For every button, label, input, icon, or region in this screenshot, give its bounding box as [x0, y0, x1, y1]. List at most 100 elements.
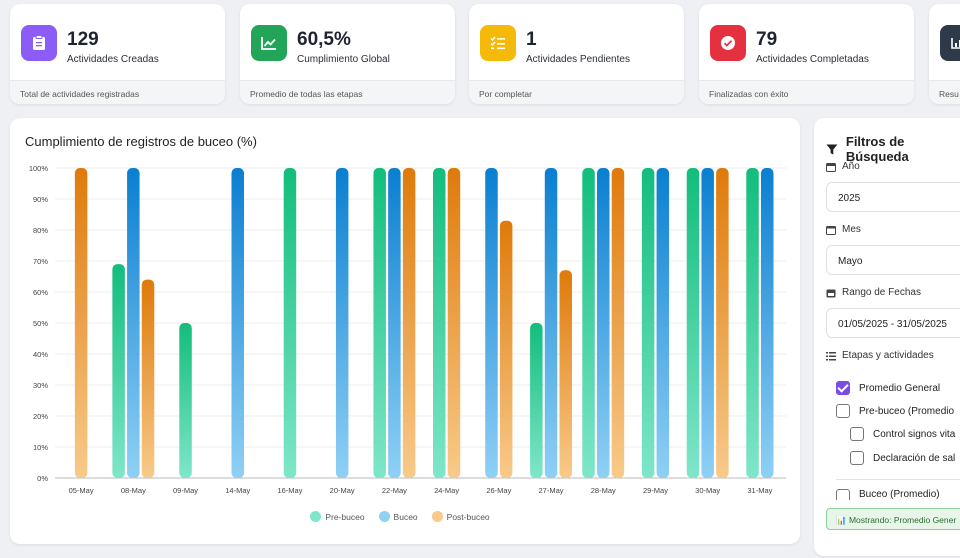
bar-pre-buceo-08-May[interactable] — [112, 264, 125, 478]
bar-post-buceo-24-May[interactable] — [447, 168, 461, 478]
x-tick-label: 20-May — [330, 486, 355, 495]
x-tick-label: 27-May — [539, 486, 564, 495]
date-range-label-text: Rango de Fechas — [842, 287, 921, 298]
legend-label: Buceo — [393, 511, 418, 522]
kpi-footer: Total de actividades registradas — [10, 80, 225, 104]
legend-item-buceo[interactable]: Buceo — [378, 511, 418, 522]
kpi-card-completed: 79 Actividades Completadas Finalizadas c… — [699, 4, 914, 104]
y-tick-label: 60% — [33, 288, 48, 297]
kpi-card-pending: 1 Actividades Pendientes Por completar — [469, 4, 684, 104]
option-label: Control signos vita — [873, 428, 956, 440]
bar-pre-buceo-22-May[interactable] — [373, 168, 386, 478]
bar-pre-buceo-16-May[interactable] — [283, 168, 297, 478]
option-label: Buceo (Promedio) — [859, 489, 940, 500]
year-label-text: Año — [842, 161, 860, 172]
y-tick-label: 90% — [33, 195, 48, 204]
bar-buceo-22-May[interactable] — [388, 168, 401, 478]
bar-post-buceo-30-May[interactable] — [716, 168, 729, 478]
kpi-value: 1 — [526, 29, 537, 50]
bar-pre-buceo-09-May[interactable] — [179, 323, 192, 478]
list-icon — [826, 351, 836, 360]
calendar-icon — [826, 162, 836, 172]
x-tick-label: 30-May — [695, 486, 720, 495]
x-tick-label: 29-May — [643, 486, 668, 495]
option-control-signos[interactable]: Control signos vita — [850, 427, 955, 441]
bar-post-buceo-26-May[interactable] — [499, 220, 513, 478]
bar-pre-buceo-27-May[interactable] — [530, 323, 543, 478]
option-promedio-general[interactable]: Promedio General — [836, 381, 940, 395]
y-tick-label: 100% — [29, 164, 49, 173]
y-tick-label: 20% — [33, 412, 48, 421]
month-label-text: Mes — [842, 224, 861, 235]
year-select[interactable]: 2025 — [826, 182, 960, 212]
calendar-range-icon — [826, 289, 836, 297]
checkbox[interactable] — [850, 451, 864, 465]
x-tick-label: 08-May — [121, 486, 146, 495]
bar-post-buceo-27-May[interactable] — [559, 270, 572, 478]
check-circle-icon — [710, 25, 746, 61]
y-tick-label: 50% — [33, 319, 48, 328]
legend-swatch — [431, 511, 443, 522]
option-declaracion[interactable]: Declaración de sal — [850, 451, 955, 465]
chart-title: Cumplimiento de registros de buceo (%) — [25, 134, 257, 149]
clipboard-icon — [21, 25, 57, 61]
stages-label-text: Etapas y actividades — [842, 350, 934, 361]
option-buceo[interactable]: Buceo (Promedio) — [836, 489, 940, 500]
bar-buceo-08-May[interactable] — [127, 168, 140, 478]
divider — [836, 479, 960, 480]
bar-post-buceo-05-May[interactable] — [74, 168, 88, 478]
bar-buceo-31-May[interactable] — [760, 168, 774, 478]
list-check-icon — [480, 25, 516, 61]
filters-title-text: Filtros de Búsqueda — [845, 134, 909, 164]
filter-icon — [826, 143, 838, 155]
bar-pre-buceo-24-May[interactable] — [433, 168, 446, 478]
y-tick-label: 10% — [33, 443, 48, 452]
bar-post-buceo-28-May[interactable] — [611, 168, 625, 478]
bar-post-buceo-08-May[interactable] — [141, 279, 155, 478]
legend-label: Post-buceo — [446, 511, 490, 522]
checkbox[interactable] — [836, 489, 850, 500]
bar-buceo-29-May[interactable] — [656, 168, 670, 478]
date-range-input[interactable]: 01/05/2025 - 31/05/2025 — [826, 308, 960, 338]
checkbox[interactable] — [850, 427, 864, 441]
kpi-footer: Promedio de todas las etapas — [240, 80, 455, 104]
filters-title: Filtros de Búsqueda — [826, 134, 960, 164]
date-range-label: Rango de Fechas — [826, 287, 921, 298]
kpi-footer: Por completar — [469, 80, 684, 104]
kpi-card-summary: Resu — [929, 4, 960, 104]
kpi-label: Actividades Pendientes — [526, 54, 630, 65]
year-label: Año — [826, 161, 860, 172]
bar-buceo-14-May[interactable] — [231, 168, 245, 478]
month-select[interactable]: Mayo — [826, 245, 960, 275]
bar-buceo-26-May[interactable] — [485, 168, 498, 478]
bar-buceo-27-May[interactable] — [544, 168, 558, 478]
checkbox[interactable] — [836, 404, 850, 418]
bar-buceo-30-May[interactable] — [701, 168, 714, 478]
kpi-card-compliance: 60,5% Cumplimiento Global Promedio de to… — [240, 4, 455, 104]
bar-pre-buceo-30-May[interactable] — [686, 168, 700, 478]
stages-label: Etapas y actividades — [826, 350, 934, 361]
kpi-footer: Finalizadas con éxito — [699, 80, 914, 104]
x-tick-label: 26-May — [486, 486, 511, 495]
kpi-label: Actividades Creadas — [67, 54, 159, 65]
chart-line-icon — [251, 25, 287, 61]
kpi-value: 79 — [756, 29, 778, 50]
bar-pre-buceo-31-May[interactable] — [746, 168, 759, 478]
bar-pre-buceo-28-May[interactable] — [582, 168, 595, 478]
bar-pre-buceo-29-May[interactable] — [641, 168, 655, 478]
y-tick-label: 30% — [33, 381, 48, 390]
option-label: Declaración de sal — [873, 452, 956, 464]
kpi-label: Actividades Completadas — [756, 54, 869, 65]
bar-buceo-28-May[interactable] — [597, 168, 610, 478]
bar-post-buceo-22-May[interactable] — [402, 168, 416, 478]
chart-legend: Pre-buceo Buceo Post-buceo — [0, 511, 800, 522]
showing-badge: 📊 Mostrando: Promedio Gener — [826, 508, 960, 530]
legend-item-pre-buceo[interactable]: Pre-buceo — [310, 511, 365, 522]
legend-item-post-buceo[interactable]: Post-buceo — [431, 511, 490, 522]
checkbox-checked[interactable] — [836, 381, 850, 395]
bar-buceo-20-May[interactable] — [335, 168, 349, 478]
kpi-value: 129 — [67, 29, 99, 50]
option-pre-buceo[interactable]: Pre-buceo (Promedio — [836, 404, 954, 418]
legend-swatch — [310, 511, 322, 522]
